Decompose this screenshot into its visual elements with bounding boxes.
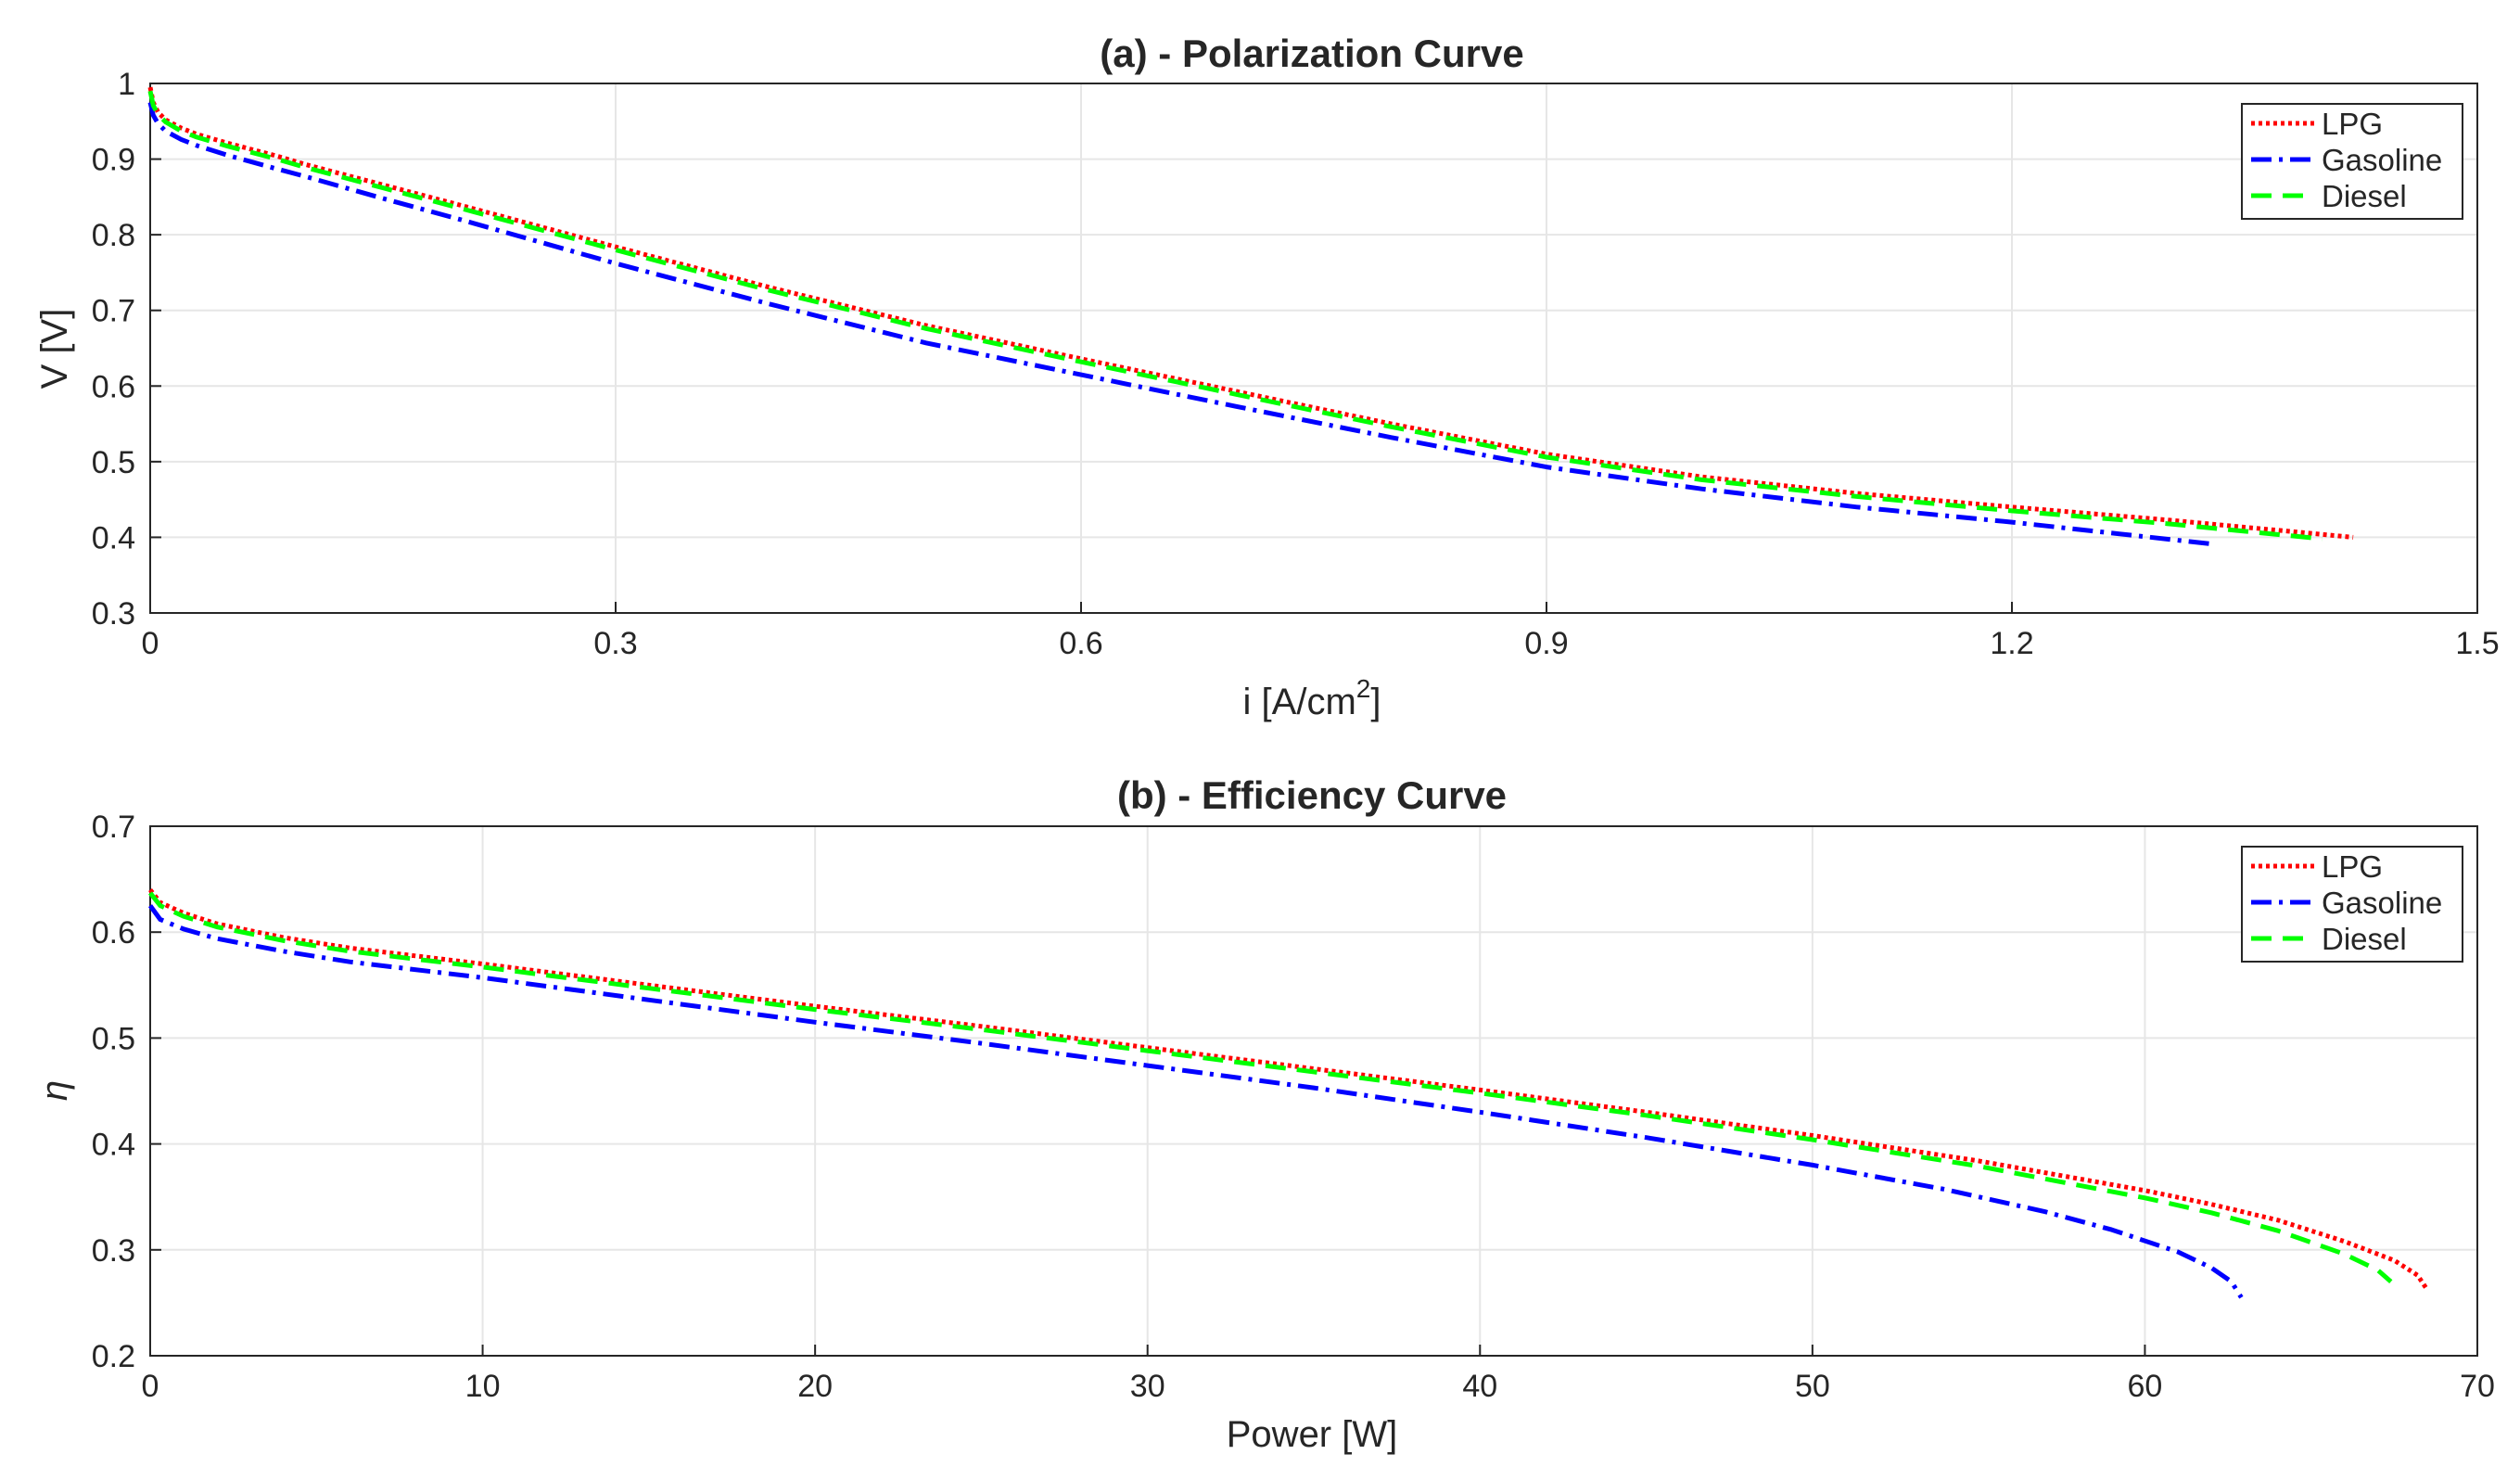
x-tick-label: 0 xyxy=(142,1369,159,1404)
x-tick-label: 0.3 xyxy=(593,626,637,661)
y-tick-label: 0.6 xyxy=(92,369,135,404)
plot-area-frame xyxy=(149,83,2478,614)
x-axis-label: i [A/cm2] xyxy=(1243,674,1381,722)
y-tick-label: 0.6 xyxy=(92,915,135,951)
y-tick-label: 0.2 xyxy=(92,1339,135,1374)
series-line-diesel xyxy=(148,891,2393,1283)
plot-area-frame xyxy=(149,825,2478,1357)
grid xyxy=(149,825,2478,1357)
legend-label-lpg: LPG xyxy=(2322,107,2383,141)
legend-label-gasoline: Gasoline xyxy=(2322,886,2442,920)
x-tick-label: 1.5 xyxy=(2455,626,2499,661)
y-axis-ticks: 0.3 0.4 0.5 0.6 0.7 0.8 0.9 1 xyxy=(92,67,161,632)
y-tick-label: 0.4 xyxy=(92,1128,135,1163)
x-tick-label: 0.9 xyxy=(1524,626,1568,661)
x-tick-label: 10 xyxy=(465,1369,501,1404)
legend-label-diesel: Diesel xyxy=(2322,179,2407,213)
y-axis-label: η xyxy=(34,1080,75,1101)
y-axis-ticks: 0.2 0.3 0.4 0.5 0.6 0.7 xyxy=(92,810,161,1374)
series-line-lpg xyxy=(147,86,2354,540)
legend-box xyxy=(2241,103,2463,220)
x-axis-label: Power [W] xyxy=(1227,1414,1397,1455)
series-line-lpg xyxy=(148,887,2430,1292)
efficiency-chart: (b) - Efficiency Curve 0 10 20 30 40 50 60 70 0… xyxy=(34,773,2495,1455)
y-tick-label: 0.8 xyxy=(92,218,135,253)
x-tick-label: 40 xyxy=(1462,1369,1497,1404)
y-tick-label: 0.3 xyxy=(92,596,135,632)
y-axis-label: V [V] xyxy=(34,309,75,389)
y-tick-label: 0.9 xyxy=(92,143,135,178)
x-tick-label: 70 xyxy=(2460,1369,2495,1404)
x-tick-label: 60 xyxy=(2128,1369,2163,1404)
x-tick-label: 0 xyxy=(142,626,159,661)
legend: LPG Gasoline Diesel xyxy=(2241,103,2463,220)
x-tick-label: 20 xyxy=(797,1369,833,1404)
legend-label-gasoline: Gasoline xyxy=(2322,143,2442,177)
legend-label-diesel: Diesel xyxy=(2322,922,2407,956)
x-axis-ticks: 0 10 20 30 40 50 60 70 xyxy=(142,1345,2495,1404)
series-lines xyxy=(147,887,2430,1299)
y-tick-label: 0.4 xyxy=(92,520,135,555)
chart-title: (a) - Polarization Curve xyxy=(1100,32,1523,75)
y-tick-label: 0.7 xyxy=(92,810,135,845)
y-tick-label: 0.5 xyxy=(92,445,135,480)
polarization-chart: (a) - Polarization Curve 0 0.3 0.6 0.9 1.2 1.… xyxy=(34,32,2500,722)
series-line-gasoline xyxy=(147,904,2244,1299)
legend-box xyxy=(2241,846,2463,963)
series-line-gasoline xyxy=(147,101,2214,547)
x-tick-label: 30 xyxy=(1130,1369,1165,1404)
y-tick-label: 0.5 xyxy=(92,1021,135,1056)
y-tick-label: 0.3 xyxy=(92,1233,135,1269)
x-tick-label: 0.6 xyxy=(1059,626,1102,661)
x-axis-ticks: 0 0.3 0.6 0.9 1.2 1.5 xyxy=(142,602,2500,661)
series-line-diesel xyxy=(147,90,2323,542)
x-tick-label: 1.2 xyxy=(1990,626,2033,661)
legend-label-lpg: LPG xyxy=(2322,849,2383,884)
legend: LPG Gasoline Diesel xyxy=(2241,846,2463,963)
y-tick-label: 1 xyxy=(118,67,135,102)
chart-title: (b) - Efficiency Curve xyxy=(1117,773,1507,817)
series-lines xyxy=(147,86,2354,547)
x-tick-label: 50 xyxy=(1795,1369,1830,1404)
y-tick-label: 0.7 xyxy=(92,294,135,329)
